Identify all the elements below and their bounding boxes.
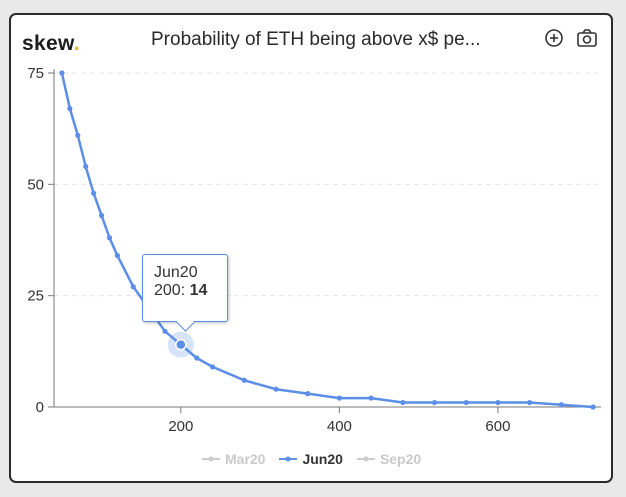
data-point [558, 402, 564, 408]
data-point [527, 399, 533, 406]
data-point [305, 391, 311, 397]
data-point [106, 235, 113, 241]
legend-item-sep20[interactable]: Sep20 [356, 451, 422, 467]
x-tick-label: 600 [485, 418, 510, 435]
zoom-in-icon[interactable] [543, 27, 565, 49]
data-point [241, 377, 247, 383]
data-point [91, 190, 97, 196]
hover-point [175, 338, 187, 351]
x-tick-label: 200 [168, 418, 193, 435]
data-point [368, 395, 374, 401]
legend-label: Mar20 [225, 451, 266, 467]
data-point [67, 106, 73, 112]
data-point [400, 399, 406, 406]
chart-tooltip: Jun20 200: 14 [142, 254, 228, 322]
data-point [273, 386, 279, 392]
legend-line-icon [279, 456, 298, 462]
data-point [98, 212, 105, 219]
y-tick-label: 0 [36, 399, 44, 416]
y-tick-label: 25 [27, 288, 44, 305]
data-point [431, 399, 438, 406]
data-point [83, 163, 89, 170]
legend-label: Jun20 [302, 451, 343, 467]
y-tick-label: 75 [27, 65, 44, 82]
data-point [336, 395, 342, 401]
chart-title: Probability of ETH being above x$ pe... [151, 29, 481, 50]
x-tick-label: 400 [327, 418, 352, 435]
data-point [75, 132, 81, 138]
skew-logo: skew. [22, 32, 80, 55]
tooltip-value: 14 [189, 282, 208, 299]
tooltip-series: Jun20 [154, 264, 198, 281]
line-chart: 0 25 50 75 200 400 600 [27, 65, 601, 435]
data-point [463, 399, 469, 406]
camera-icon[interactable] [576, 27, 598, 49]
legend-item-mar20[interactable]: Mar20 [202, 451, 265, 467]
data-point [114, 252, 121, 259]
series-line-jun20 [60, 72, 594, 409]
y-tick-label: 50 [27, 176, 44, 193]
chart-legend: Mar20 Jun20 Sep20 [202, 451, 421, 467]
legend-line-icon [202, 456, 220, 462]
data-point [495, 399, 501, 406]
data-point [194, 355, 200, 361]
data-point [162, 328, 168, 334]
data-point [130, 284, 136, 290]
data-point [59, 70, 65, 76]
legend-line-icon [356, 456, 375, 462]
tooltip-x-label: 200: [154, 282, 186, 299]
legend-label: Sep20 [379, 451, 422, 467]
data-point [209, 364, 216, 370]
chart-card: skew. Probability of ETH being above x$ … [9, 13, 613, 483]
legend-item-jun20[interactable]: Jun20 [279, 451, 343, 467]
data-point [590, 404, 596, 410]
